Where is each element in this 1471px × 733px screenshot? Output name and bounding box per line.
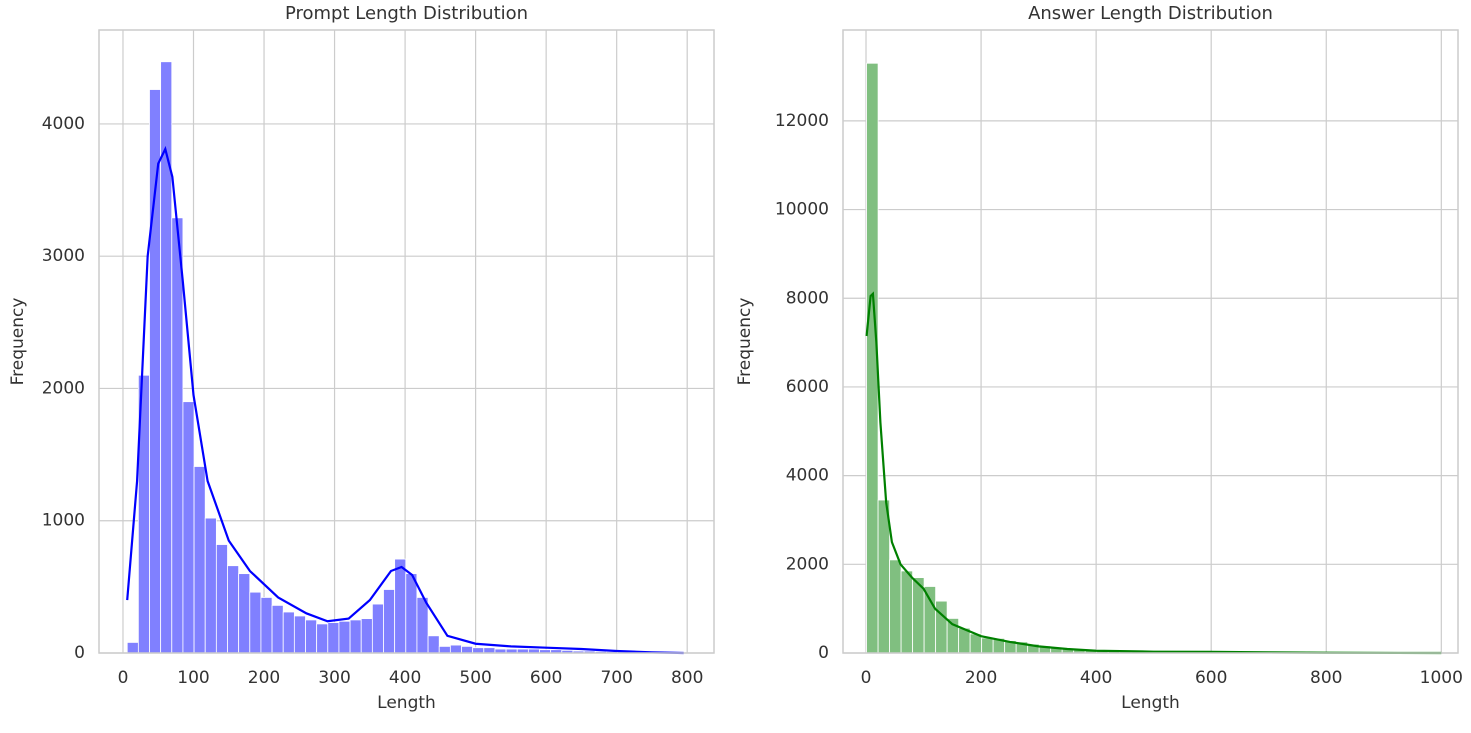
x-tick-label: 0 <box>118 668 129 688</box>
x-tick-label: 300 <box>318 668 350 688</box>
y-tick-label: 8000 <box>786 288 829 308</box>
bar <box>900 570 914 654</box>
bar <box>227 565 240 654</box>
bar <box>472 647 485 654</box>
y-tick-label: 2000 <box>42 378 85 398</box>
x-tick-label: 200 <box>965 668 997 688</box>
bar <box>126 642 139 654</box>
bar <box>981 637 994 654</box>
bar <box>923 586 937 654</box>
bar <box>349 619 362 654</box>
y-tick-label: 0 <box>818 643 829 663</box>
bar <box>215 544 228 654</box>
bar <box>204 517 217 654</box>
bar <box>182 401 195 654</box>
bar <box>271 604 284 654</box>
plot-frame <box>98 29 715 654</box>
bar <box>193 466 206 654</box>
x-tick-label: 600 <box>530 668 562 688</box>
y-tick-label: 0 <box>74 643 85 663</box>
x-axis-label: Length <box>1121 693 1180 713</box>
kde-line <box>865 291 1442 655</box>
bar <box>238 573 251 654</box>
bar <box>305 619 318 654</box>
y-tick-label: 12000 <box>775 111 829 131</box>
x-tick-label: 500 <box>459 668 491 688</box>
bar <box>449 644 462 654</box>
subplot: Prompt Length Distribution Length Frequenc… <box>8 3 715 713</box>
bar <box>877 499 890 654</box>
bar <box>383 589 396 654</box>
bar <box>405 573 418 654</box>
y-tick-label: 6000 <box>786 377 829 397</box>
y-tick-label: 10000 <box>775 200 829 220</box>
bar <box>260 597 273 654</box>
x-axis-label: Length <box>377 693 436 713</box>
y-axis-label: Frequency <box>8 298 28 386</box>
kde-line <box>126 145 684 655</box>
bar <box>293 615 306 654</box>
y-tick-label: 1000 <box>42 511 85 531</box>
x-tick-label: 1000 <box>1420 668 1463 688</box>
bar <box>249 591 262 654</box>
x-tick-label: 400 <box>1080 668 1112 688</box>
x-tick-label: 200 <box>248 668 280 688</box>
bar <box>371 603 384 654</box>
y-tick-label: 4000 <box>42 114 85 134</box>
x-tick-label: 800 <box>671 668 703 688</box>
bar <box>416 597 429 654</box>
bar <box>171 217 184 654</box>
chart-title: Answer Length Distribution <box>1028 3 1273 24</box>
x-tick-label: 600 <box>1195 668 1227 688</box>
bar <box>394 558 407 654</box>
bar <box>438 645 451 654</box>
bar <box>889 559 902 654</box>
bar <box>327 622 340 654</box>
bar <box>282 611 295 654</box>
x-tick-label: 700 <box>600 668 632 688</box>
bar <box>935 600 948 654</box>
plot-frame <box>842 29 1459 654</box>
y-axis-label: Frequency <box>735 298 755 386</box>
bar <box>461 645 474 654</box>
bar <box>483 647 496 654</box>
bar <box>338 620 351 654</box>
bar <box>316 623 329 654</box>
chart-title: Prompt Length Distribution <box>285 3 528 24</box>
y-tick-label: 4000 <box>786 466 829 486</box>
x-tick-label: 800 <box>1310 668 1342 688</box>
x-tick-label: 400 <box>389 668 421 688</box>
x-tick-label: 0 <box>861 668 872 688</box>
y-tick-label: 2000 <box>786 554 829 574</box>
bar <box>427 635 440 654</box>
bar <box>149 89 162 654</box>
bar <box>360 618 373 654</box>
subplot: Answer Length Distribution Length Frequenc… <box>735 3 1463 713</box>
y-tick-label: 3000 <box>42 246 85 266</box>
x-tick-label: 100 <box>177 668 209 688</box>
